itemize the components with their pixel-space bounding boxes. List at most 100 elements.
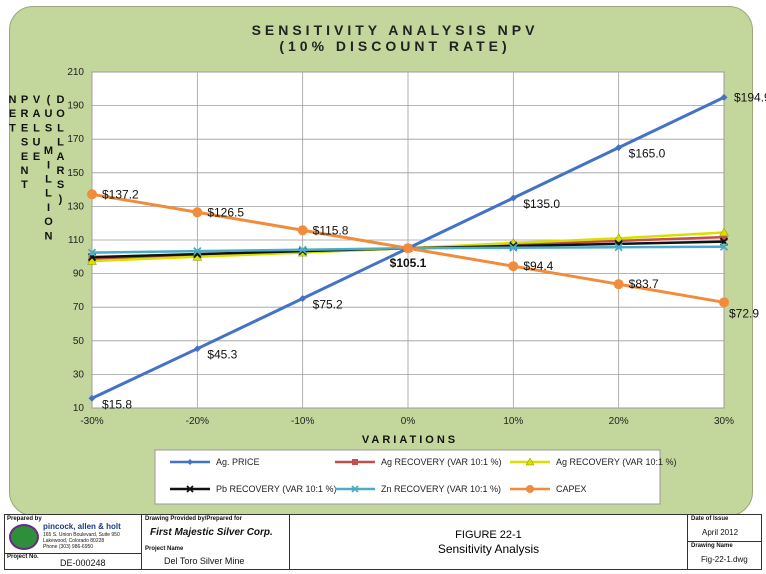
y-axis-title-char: L <box>57 137 67 149</box>
y-tick-label: 190 <box>67 101 84 112</box>
data-labels: $15.8 $45.3 $75.2 $135.0 $165.0 $194.9 $137.2 $… <box>102 90 766 411</box>
y-axis-title-char: D <box>57 94 68 106</box>
series-lines <box>87 93 729 402</box>
point-marker <box>88 394 96 402</box>
y-axis-title-char: U <box>33 137 44 149</box>
y-tick-label: 150 <box>67 168 84 179</box>
data-label-capex: $94.4 <box>523 259 553 273</box>
y-axis-title-char: M <box>44 145 56 157</box>
project-no: DE-000248 <box>60 558 106 568</box>
y-axis-title-char: E <box>21 151 31 163</box>
point-marker <box>193 345 201 353</box>
point-marker <box>351 485 359 493</box>
date-label: Date of Issue <box>691 516 729 522</box>
data-label-ag-price: $15.8 <box>102 397 132 411</box>
y-axis-title-char: N <box>21 165 32 177</box>
y-axis-title-char: U <box>45 108 56 120</box>
point-marker <box>719 242 729 251</box>
y-axis-title-char: O <box>44 216 56 228</box>
data-label-capex: $137.2 <box>102 187 139 201</box>
legend-box <box>154 449 661 505</box>
point-marker <box>297 225 308 236</box>
y-tick-label: 10 <box>73 403 85 414</box>
chart-svg: SENSITIVITY ANALYSIS NPV (10% DISCOUNT R… <box>9 22 766 505</box>
x-axis-title: VARIATIONS <box>362 434 458 446</box>
point-marker <box>299 294 307 302</box>
preparer-cell: Prepared by pincock, allen & holt 165 S.… <box>5 515 142 569</box>
client-cell: Drawing Provided by/Prepared for First M… <box>142 515 290 569</box>
data-label-capex: $105.1 <box>390 256 427 270</box>
point-marker <box>87 189 97 200</box>
x-tick-label: -10% <box>291 416 314 427</box>
x-tick-label: -20% <box>186 416 209 427</box>
y-tick-label: 30 <box>73 369 85 380</box>
legend-label: CAPEX <box>556 484 587 494</box>
y-tick-label: 170 <box>67 134 84 145</box>
y-axis-title-char: N <box>45 230 56 242</box>
issue-cell: Date of Issue April 2012 Drawing Name Fi… <box>688 515 761 569</box>
figure-number: FIGURE 22-1 <box>455 529 522 541</box>
y-axis-title-char: L <box>57 122 67 134</box>
y-axis-title-char: L <box>45 188 55 200</box>
legend: Ag. PRICE Ag RECOVERY (VAR 10:1 %) Ag RECO… <box>170 457 677 494</box>
x-tick-label: 10% <box>503 416 523 427</box>
y-axis-title-char: I <box>47 159 53 171</box>
data-label-capex: $115.8 <box>313 223 349 237</box>
x-tick-label: 0% <box>401 416 416 427</box>
point-marker <box>509 194 517 202</box>
y-axis-title-char: ( <box>47 94 54 106</box>
point-marker <box>613 279 624 290</box>
point-marker <box>526 485 534 493</box>
y-axis-title-char: P <box>21 94 31 106</box>
legend-label: Ag RECOVERY (VAR 10:1 %) <box>381 457 502 467</box>
data-label-ag-price: $75.2 <box>313 297 343 311</box>
y-axis-title-char: L <box>45 174 55 186</box>
y-tick-label: 210 <box>67 67 84 78</box>
legend-label: Ag RECOVERY (VAR 10:1 %) <box>556 457 677 467</box>
drawing-provided-label: Drawing Provided by/Prepared for <box>145 516 243 522</box>
company-address-2: Lakewood, Colorado 80228 <box>43 538 105 544</box>
data-label-ag-price: $45.3 <box>207 348 237 362</box>
company-phone: Phone (303) 986-6950 <box>43 544 94 550</box>
project-name: Del Toro Silver Mine <box>164 556 245 566</box>
legend-label: Pb RECOVERY (VAR 10:1 %) <box>216 484 337 494</box>
chart-title: SENSITIVITY ANALYSIS NPV <box>252 22 539 38</box>
company-name: pincock, allen & holt <box>43 522 121 531</box>
figure-title: Sensitivity Analysis <box>437 542 540 556</box>
x-tick-label: 30% <box>714 416 734 427</box>
issue-date: April 2012 <box>702 528 739 537</box>
y-axis-title-char: E <box>9 108 19 120</box>
client-name: First Majestic Silver Corp. <box>150 527 273 538</box>
data-label-ag-price: $135.0 <box>523 197 560 211</box>
y-axis-title-char: T <box>21 179 31 191</box>
y-axis-title-char: L <box>33 122 43 134</box>
drawing-name: Fig-22-1.dwg <box>701 555 748 564</box>
y-axis-title-char: S <box>45 122 55 134</box>
y-axis-title-char: O <box>56 108 68 120</box>
y-axis-title-char: E <box>21 122 31 134</box>
y-axis-title-char: S <box>21 137 31 149</box>
y-axis-title-char: S <box>57 179 67 191</box>
grid-lines <box>91 71 725 409</box>
y-tick-label: 90 <box>73 269 85 280</box>
y-axis-title-char: E <box>33 151 43 163</box>
point-marker <box>509 243 518 252</box>
data-label-capex: $126.5 <box>207 205 244 219</box>
prepared-by-label: Prepared by <box>7 516 42 522</box>
x-tick-labels: -30% -20% -10% 0% 10% 20% 30% <box>80 416 734 427</box>
data-label-capex: $72.9 <box>729 306 759 320</box>
y-axis-title-char: V <box>33 94 43 106</box>
legend-label: Ag. PRICE <box>216 457 260 467</box>
point-marker <box>187 459 193 465</box>
x-tick-label: -30% <box>80 416 103 427</box>
x-tick-label: 20% <box>609 416 629 427</box>
y-axis-title-char: R <box>57 165 68 177</box>
y-axis-title-char: N <box>9 94 20 106</box>
y-axis-title-char: R <box>21 108 32 120</box>
figure-cell: FIGURE 22-1 Sensitivity Analysis <box>290 515 688 569</box>
point-marker <box>615 144 623 152</box>
point-marker <box>186 485 194 493</box>
point-marker <box>719 227 729 237</box>
point-marker <box>403 243 413 254</box>
